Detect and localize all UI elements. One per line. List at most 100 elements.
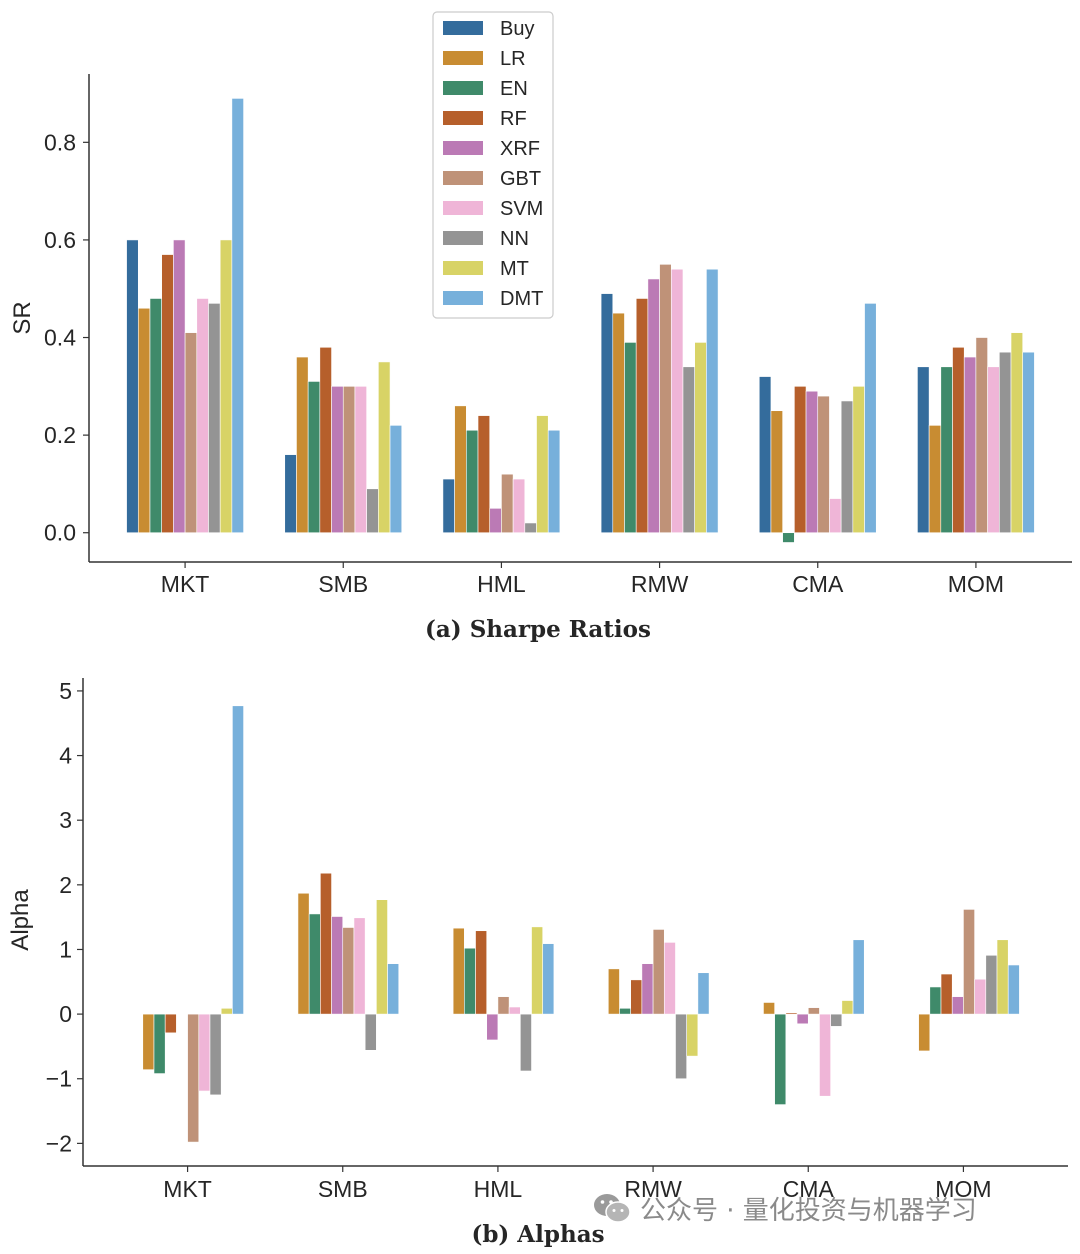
bar-lr-mom [928,425,942,534]
bar-en-cma [774,1013,787,1105]
bar-mt-mkt [220,1007,233,1015]
bar-xrf-mkt [173,239,186,534]
legend-label-nn: NN [500,228,529,250]
bar-svm-mkt [196,298,209,534]
bar-svm-cma [829,498,842,534]
bar-mt-smb [376,899,388,1015]
y-tick-label: −1 [46,1066,72,1092]
x-tick-label: SMB [318,571,368,597]
bar-gbt-mom [963,909,975,1015]
y-tick-label: 0.6 [44,227,76,253]
wechat-icon [594,1193,631,1223]
bar-svm-rmw [670,268,684,534]
panel-alphas: −2 −1 0 1 2 3 4 5 MKT SMB HML RMW CMA MOM Alpha (b) … [7,678,1068,1248]
bar-rf-rmw [630,979,643,1015]
legend-swatch-en [443,81,483,95]
bar-en-hml [466,429,479,534]
bar-gbt-rmw [652,929,665,1015]
bar-en-mom [940,366,953,534]
bar-en-rmw [624,342,637,534]
legend-label-dmt: DMT [500,288,543,310]
bar-svm-hml [512,478,526,534]
bar-gbt-mkt [187,1013,200,1143]
x-tick-label: MKT [161,571,210,597]
panel-b-y-ticks: −2 −1 0 1 2 3 4 5 [46,678,83,1156]
legend-label-en: EN [500,78,528,100]
bar-nn-mom [985,954,998,1015]
bar-nn-smb [364,1013,377,1051]
bar-rf-mom [940,973,953,1015]
bar-nn-rmw [682,366,695,534]
legend-swatch-rf [443,111,483,125]
bar-svm-rmw [663,942,676,1015]
x-tick-label: RMW [624,1176,682,1202]
bar-mt-hml [531,926,544,1015]
bar-nn-hml [520,1013,532,1072]
legend-swatch-xrf [443,141,483,155]
bar-dmt-cma [864,303,877,534]
bar-lr-mkt [137,307,151,534]
panel-b-caption: (b) Alphas [471,1221,604,1248]
panel-a-x-ticks: MKT SMB HML RMW CMA MOM [161,562,1004,597]
bar-nn-cma [840,400,854,534]
bar-buy-mkt [126,239,139,534]
bar-rf-mom [952,346,965,534]
legend-label-rf: RF [500,108,527,130]
y-tick-label: 0.8 [44,129,76,155]
bar-lr-rmw [607,968,620,1015]
y-tick-label: 0 [59,1001,72,1027]
bar-svm-hml [508,1006,521,1015]
bar-en-hml [464,947,476,1015]
bar-svm-mkt [198,1013,211,1092]
bar-dmt-hml [542,943,555,1015]
bar-nn-mkt [208,303,221,534]
bar-mt-rmw [686,1013,699,1057]
legend-label-mt: MT [500,258,529,280]
y-tick-label: −2 [46,1130,72,1156]
legend-swatch-lr [443,51,483,65]
bar-nn-hml [524,522,537,534]
bar-lr-mom [918,1013,931,1052]
bar-mt-rmw [694,342,707,534]
bar-svm-mom [987,366,1000,534]
legend-swatch-gbt [443,171,483,185]
bar-nn-mom [999,351,1012,534]
bar-xrf-hml [489,508,502,534]
y-tick-label: 3 [59,807,72,833]
bar-en-smb [308,913,321,1015]
x-tick-label: SMB [318,1176,368,1202]
bar-dmt-mkt [231,98,244,534]
bar-svm-cma [819,1013,831,1097]
bar-rf-mkt [161,254,174,534]
bar-nn-smb [366,488,379,534]
bar-xrf-rmw [647,278,660,534]
y-tick-label: 1 [59,936,72,962]
bar-mt-hml [536,415,549,534]
bar-rf-hml [475,930,488,1015]
bar-dmt-rmw [697,972,710,1015]
panel-a-y-ticks: 0.0 0.2 0.4 0.6 0.8 [44,129,89,546]
bar-mt-mkt [219,239,233,534]
bar-xrf-cma [796,1013,809,1025]
bar-lr-hml [452,927,465,1015]
bar-buy-smb [284,454,297,534]
legend-label-gbt: GBT [500,168,541,190]
y-tick-label: 0.2 [44,422,76,448]
watermark-text: 公众号 · 量化投资与机器学习 [640,1196,977,1226]
y-tick-label: 2 [59,872,72,898]
x-tick-label: RMW [631,571,689,597]
bar-buy-cma [758,376,772,534]
bar-rf-rmw [635,298,649,534]
bar-rf-cma [794,386,807,534]
bar-mt-smb [378,361,391,534]
bar-gbt-hml [501,473,514,534]
bar-en-rmw [619,1007,631,1015]
bar-svm-smb [354,386,367,534]
x-tick-label: CMA [792,571,844,597]
bar-dmt-mom [1022,351,1035,534]
bar-lr-smb [297,892,310,1015]
bar-xrf-mom [963,356,977,534]
panel-sharpe-ratios: 0.0 0.2 0.4 0.6 0.8 MKT SMB HML RMW CMA MOM SR (a… [9,11,1072,643]
bar-lr-cma [770,410,783,534]
bar-gbt-smb [342,386,356,534]
